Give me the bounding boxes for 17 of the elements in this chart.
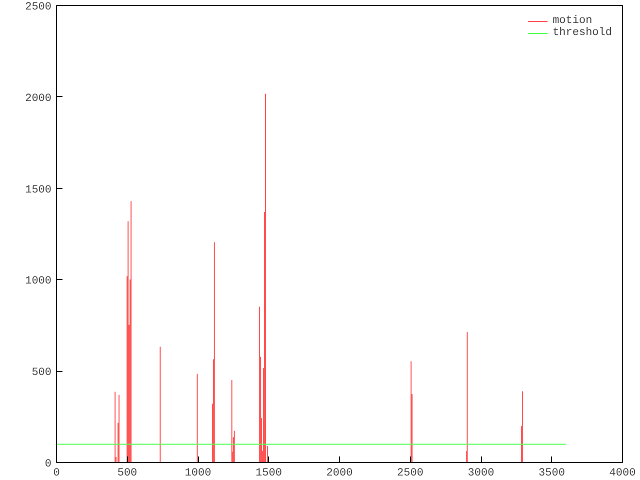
y-tick-label: 500 (32, 367, 52, 380)
x-tick-label: 3000 (468, 468, 494, 480)
x-tick-label: 2500 (397, 468, 424, 480)
x-tick-label: 1000 (184, 468, 212, 480)
y-tick-label: 2500 (25, 2, 52, 14)
y-tick-label: 2000 (25, 92, 52, 105)
x-tick-label: 0 (53, 468, 60, 480)
legend-label: motion (552, 15, 592, 27)
legend-label: threshold (552, 27, 612, 39)
y-tick-label: 1000 (25, 276, 52, 288)
y-tick-label: 1500 (25, 184, 52, 196)
x-tick-label: 4000 (609, 468, 636, 480)
x-tick-label: 3500 (538, 468, 565, 480)
x-tick-label: 1500 (256, 468, 282, 480)
y-tick-label: 0 (44, 458, 52, 470)
x-tick-label: 500 (117, 468, 138, 480)
x-tick-label: 2000 (326, 468, 353, 480)
